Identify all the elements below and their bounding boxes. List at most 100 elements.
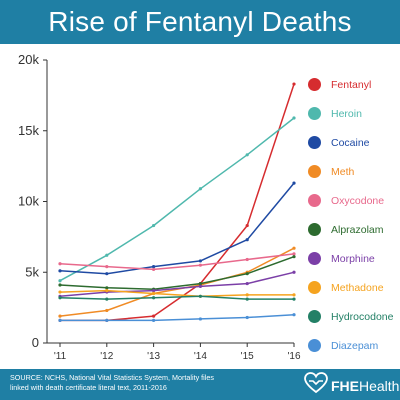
data-point-alprazolam xyxy=(292,255,296,259)
data-point-cocaine xyxy=(105,272,109,276)
heart-hands-icon xyxy=(304,372,328,399)
legend-swatch xyxy=(308,310,321,323)
legend-label: Alprazolam xyxy=(331,223,384,236)
legend-label: Oxycodone xyxy=(331,194,385,207)
data-point-diazepam xyxy=(198,317,202,321)
series-line-heroin xyxy=(59,117,295,282)
data-point-heroin xyxy=(58,279,62,283)
legend-item-diazepam: Diazepam xyxy=(308,333,398,358)
legend-swatch xyxy=(308,165,321,178)
legend-swatch xyxy=(308,223,321,236)
data-point-cocaine xyxy=(152,264,156,269)
x-tick-label: '13 xyxy=(147,351,160,362)
data-point-cocaine xyxy=(245,238,249,242)
series-line-alprazolam xyxy=(59,255,295,290)
series-line-methadone xyxy=(59,289,294,298)
y-tick-label: 15k xyxy=(18,123,39,138)
data-point-morphine xyxy=(292,270,296,274)
legend-item-oxycodone: Oxycodone xyxy=(308,188,398,213)
data-point-diazepam xyxy=(245,315,249,320)
data-point-heroin xyxy=(245,153,249,157)
series-line-oxycodone xyxy=(59,253,295,271)
legend-label: Diazepam xyxy=(331,339,379,352)
data-point-oxycodone xyxy=(105,264,109,269)
data-point-meth xyxy=(292,246,296,250)
data-point-hydrocodone xyxy=(105,297,109,301)
series-line-fentanyl xyxy=(60,83,295,322)
x-tick-label: '11 xyxy=(54,351,67,362)
legend-item-methadone: Methadone xyxy=(308,275,398,300)
data-point-alprazolam xyxy=(245,272,249,276)
legend-item-cocaine: Cocaine xyxy=(308,130,398,155)
legend-swatch xyxy=(308,136,321,149)
data-point-hydrocodone xyxy=(198,294,202,298)
data-point-heroin xyxy=(292,116,296,120)
x-tick-label: '15 xyxy=(241,351,254,362)
legend-item-fentanyl: Fentanyl xyxy=(308,72,398,97)
data-point-hydrocodone xyxy=(292,297,296,301)
x-tick-label: '12 xyxy=(100,351,113,362)
data-point-morphine xyxy=(198,284,202,288)
legend-swatch xyxy=(308,281,321,294)
series-line-morphine xyxy=(59,271,295,298)
data-point-hydrocodone xyxy=(245,297,249,301)
data-point-alprazolam xyxy=(198,281,202,286)
y-tick-label: 0 xyxy=(32,335,39,350)
data-point-methadone xyxy=(245,293,249,297)
data-point-methadone xyxy=(292,293,296,297)
data-point-cocaine xyxy=(58,269,62,273)
x-tick-label: '14 xyxy=(194,351,207,362)
legend-label: Cocaine xyxy=(331,136,370,149)
chart-title: Rise of Fentanyl Deaths xyxy=(48,6,352,37)
legend-swatch xyxy=(308,252,321,265)
data-point-methadone xyxy=(105,289,109,293)
data-point-cocaine xyxy=(292,181,296,185)
series-line-hydrocodone xyxy=(59,295,294,300)
y-tick-label: 10k xyxy=(18,194,39,209)
data-point-morphine xyxy=(245,281,249,286)
legend-label: Hydrocodone xyxy=(331,310,394,323)
data-point-diazepam xyxy=(152,318,156,322)
legend-swatch xyxy=(308,194,321,207)
data-point-hydrocodone xyxy=(152,296,156,300)
data-point-morphine xyxy=(152,289,156,293)
data-point-alprazolam xyxy=(105,286,109,290)
source-line-1: SOURCE: NCHS, National Vital Statistics … xyxy=(10,373,214,382)
line-chart: 0 5k 10k 15k 20k '11 '12 '13 '14 '15 '16 xyxy=(18,52,301,362)
legend-label: Morphine xyxy=(331,252,375,265)
legend-item-meth: Meth xyxy=(308,159,398,184)
legend: Fentanyl Heroin Cocaine Meth Oxycodone Alpraz… xyxy=(308,72,398,362)
source-line-2: linked with death certificate literal te… xyxy=(10,383,167,392)
logo-text: FHEHealth xyxy=(331,378,399,394)
y-tick-label: 20k xyxy=(18,52,39,67)
data-point-alprazolam xyxy=(58,283,62,287)
y-tick-label: 5k xyxy=(25,264,39,279)
legend-swatch xyxy=(308,339,321,352)
data-point-oxycodone xyxy=(292,252,296,256)
legend-label: Fentanyl xyxy=(331,78,372,91)
data-point-oxycodone xyxy=(152,267,156,272)
data-point-oxycodone xyxy=(58,262,62,266)
legend-item-hydrocodone: Hydrocodone xyxy=(308,304,398,329)
data-point-diazepam xyxy=(105,318,109,322)
header-bar: Rise of Fentanyl Deaths xyxy=(0,0,400,44)
data-point-fentanyl xyxy=(152,314,156,318)
data-point-hydrocodone xyxy=(58,296,62,300)
logo-text-rest: Health xyxy=(359,377,400,394)
data-point-methadone xyxy=(58,290,62,294)
series-line-cocaine xyxy=(59,182,295,275)
legend-item-morphine: Morphine xyxy=(308,246,398,271)
legend-item-alprazolam: Alprazolam xyxy=(308,217,398,242)
footer-bar: SOURCE: NCHS, National Vital Statistics … xyxy=(0,369,400,400)
data-point-fentanyl xyxy=(292,82,296,86)
data-point-oxycodone xyxy=(245,257,249,262)
data-point-cocaine xyxy=(198,259,202,263)
source-note: SOURCE: NCHS, National Vital Statistics … xyxy=(10,373,260,393)
data-point-meth xyxy=(105,308,109,313)
logo-text-bold: FHE xyxy=(331,377,359,394)
legend-item-heroin: Heroin xyxy=(308,101,398,126)
data-point-fentanyl xyxy=(245,223,249,228)
data-point-heroin xyxy=(105,253,109,257)
legend-label: Heroin xyxy=(331,107,362,120)
